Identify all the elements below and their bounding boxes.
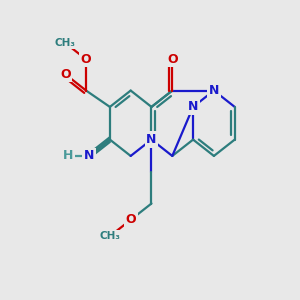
Text: N: N <box>84 149 94 162</box>
Text: N: N <box>146 133 157 146</box>
Text: CH₃: CH₃ <box>99 231 120 241</box>
Text: CH₃: CH₃ <box>55 38 76 48</box>
Text: H: H <box>63 149 74 162</box>
Text: O: O <box>125 213 136 226</box>
Text: N: N <box>209 84 219 97</box>
Text: O: O <box>60 68 70 81</box>
Text: O: O <box>167 53 178 66</box>
Text: N: N <box>188 100 198 113</box>
Text: O: O <box>81 53 92 66</box>
